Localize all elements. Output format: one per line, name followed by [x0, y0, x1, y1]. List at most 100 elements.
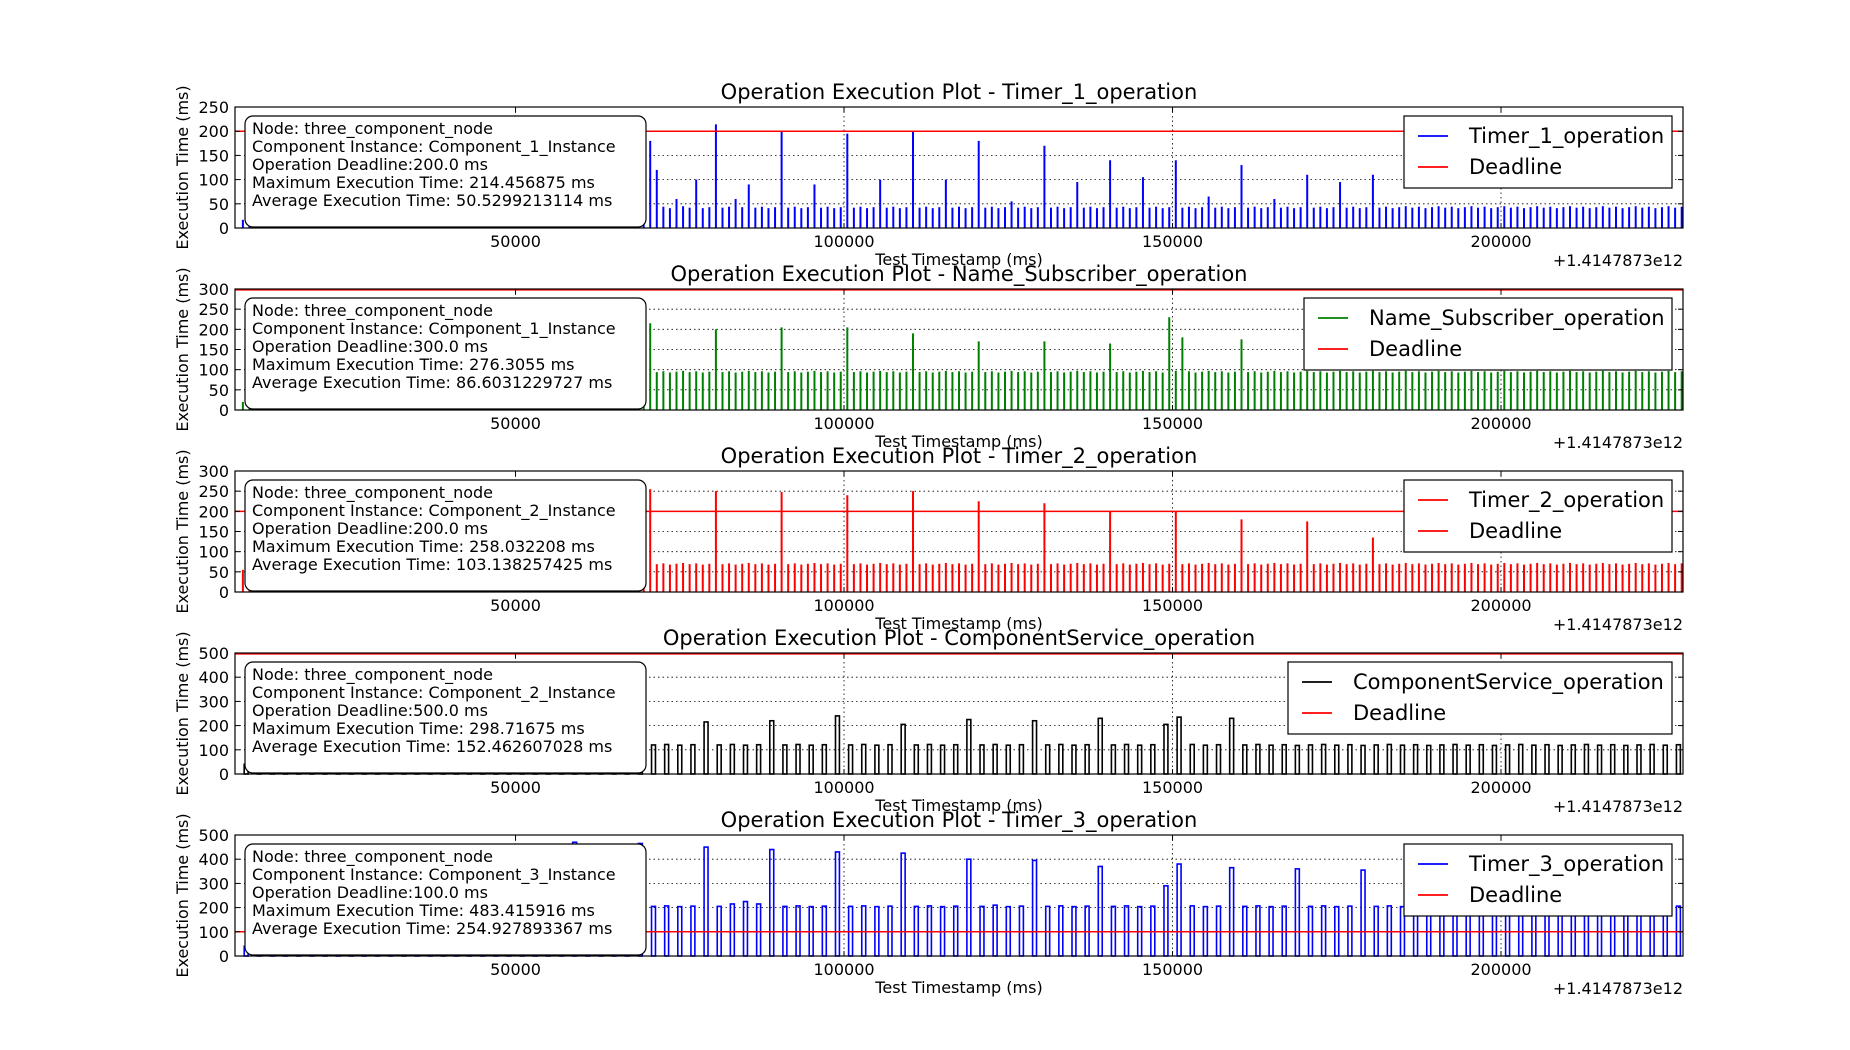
y-tick-label: 300 [198, 874, 229, 893]
data-bar [834, 851, 841, 957]
chart-panel-4: Operation Execution Plot - ComponentServ… [173, 626, 1684, 816]
info-box [244, 115, 647, 228]
data-bar [690, 743, 696, 775]
data-bar [1084, 743, 1090, 775]
data-bar [1531, 744, 1537, 775]
data-bar [1570, 744, 1577, 775]
info-line: Operation Deadline:200.0 ms [252, 519, 488, 538]
data-bar [1452, 743, 1458, 775]
data-bar [926, 905, 933, 957]
info-line: Node: three_component_node [252, 847, 493, 867]
data-bar [1058, 905, 1064, 957]
data-bar [795, 743, 801, 775]
data-bar [860, 743, 867, 775]
data-bar [926, 743, 933, 775]
chart-panel-3: Operation Execution Plot - Timer_2_opera… [173, 444, 1684, 634]
data-bar [1609, 743, 1616, 775]
x-offset-text: +1.4147873e12 [1553, 433, 1683, 452]
info-line: Operation Deadline:200.0 ms [252, 155, 488, 174]
chart-title: Operation Execution Plot - Name_Subscrib… [670, 262, 1247, 287]
x-tick-label: 200000 [1470, 596, 1531, 615]
data-bar [1163, 885, 1169, 957]
data-bar [729, 743, 736, 775]
data-bar [1307, 744, 1314, 775]
y-tick-label: 100 [198, 741, 229, 760]
x-tick-label: 200000 [1470, 960, 1531, 979]
data-bar [703, 721, 709, 775]
data-bar [650, 744, 657, 775]
x-tick-label: 100000 [813, 960, 874, 979]
y-tick-label: 300 [198, 462, 229, 481]
chart-title: Operation Execution Plot - Timer_1_opera… [721, 80, 1198, 105]
data-bar [913, 744, 920, 775]
x-tick-label: 200000 [1470, 232, 1531, 251]
data-bar [1255, 743, 1261, 775]
y-tick-label: 50 [209, 195, 229, 214]
x-tick-label: 150000 [1142, 414, 1203, 433]
x-tick-label: 50000 [490, 596, 541, 615]
y-axis-label: Execution Time (ms) [173, 449, 192, 613]
data-bar [1044, 744, 1051, 775]
y-tick-label: 250 [198, 482, 229, 501]
legend-label: Deadline [1469, 519, 1562, 543]
info-line: Average Execution Time: 50.5299213114 ms [252, 191, 612, 210]
info-line: Maximum Execution Time: 258.032208 ms [252, 537, 595, 556]
info-line: Operation Deadline:100.0 ms [252, 883, 488, 902]
y-tick-label: 200 [198, 122, 229, 141]
y-tick-label: 300 [198, 280, 229, 299]
data-bar [1071, 744, 1077, 775]
chart-panel-2: Operation Execution Plot - Name_Subscrib… [173, 262, 1684, 452]
data-bar [1215, 743, 1222, 775]
data-bar [768, 848, 775, 957]
x-axis-label: Test Timestamp (ms) [874, 796, 1042, 815]
info-box [244, 297, 647, 410]
info-line: Node: three_component_node [252, 119, 493, 139]
data-bar [677, 744, 683, 775]
y-axis-label: Execution Time (ms) [173, 631, 192, 795]
info-box [244, 479, 647, 592]
data-bar [1320, 905, 1327, 957]
data-bar [992, 743, 998, 775]
data-bar [1333, 744, 1340, 775]
y-tick-label: 400 [198, 668, 229, 687]
axes-frame [234, 834, 1684, 957]
data-bar [1439, 744, 1445, 775]
data-bar [1386, 743, 1393, 775]
data-bar [1163, 723, 1169, 775]
y-tick-label: 100 [198, 543, 229, 562]
x-tick-label: 100000 [813, 414, 874, 433]
y-axis-label: Execution Time (ms) [173, 267, 192, 431]
y-tick-label: 250 [198, 300, 229, 319]
y-tick-label: 0 [219, 583, 229, 602]
legend-label: Timer_1_operation [1468, 124, 1664, 149]
data-bar [966, 718, 972, 775]
info-line: Operation Deadline:500.0 ms [252, 701, 488, 720]
chart-title: Operation Execution Plot - ComponentServ… [663, 626, 1255, 651]
data-bar [1110, 744, 1117, 775]
data-bar [1399, 744, 1406, 775]
data-bar [1636, 744, 1642, 775]
y-tick-label: 250 [198, 98, 229, 117]
legend-label: Deadline [1469, 155, 1562, 179]
info-box [244, 843, 647, 956]
x-offset-text: +1.4147873e12 [1553, 615, 1683, 634]
data-bar [795, 905, 801, 957]
legend-label: Timer_3_operation [1468, 852, 1664, 877]
data-bar [1662, 744, 1669, 775]
data-bar [1123, 743, 1130, 775]
data-bar [860, 905, 867, 957]
data-bar [847, 744, 854, 775]
data-bar [729, 903, 736, 957]
y-tick-label: 200 [198, 899, 229, 918]
data-bar [887, 743, 893, 775]
x-tick-label: 150000 [1142, 596, 1203, 615]
x-offset-text: +1.4147873e12 [1553, 797, 1683, 816]
data-bar [900, 723, 906, 775]
data-bar [1412, 743, 1419, 775]
x-axis-label: Test Timestamp (ms) [874, 978, 1042, 997]
data-bar [1242, 744, 1248, 775]
y-tick-label: 100 [198, 171, 229, 190]
y-tick-label: 200 [198, 502, 229, 521]
y-tick-label: 0 [219, 765, 229, 784]
